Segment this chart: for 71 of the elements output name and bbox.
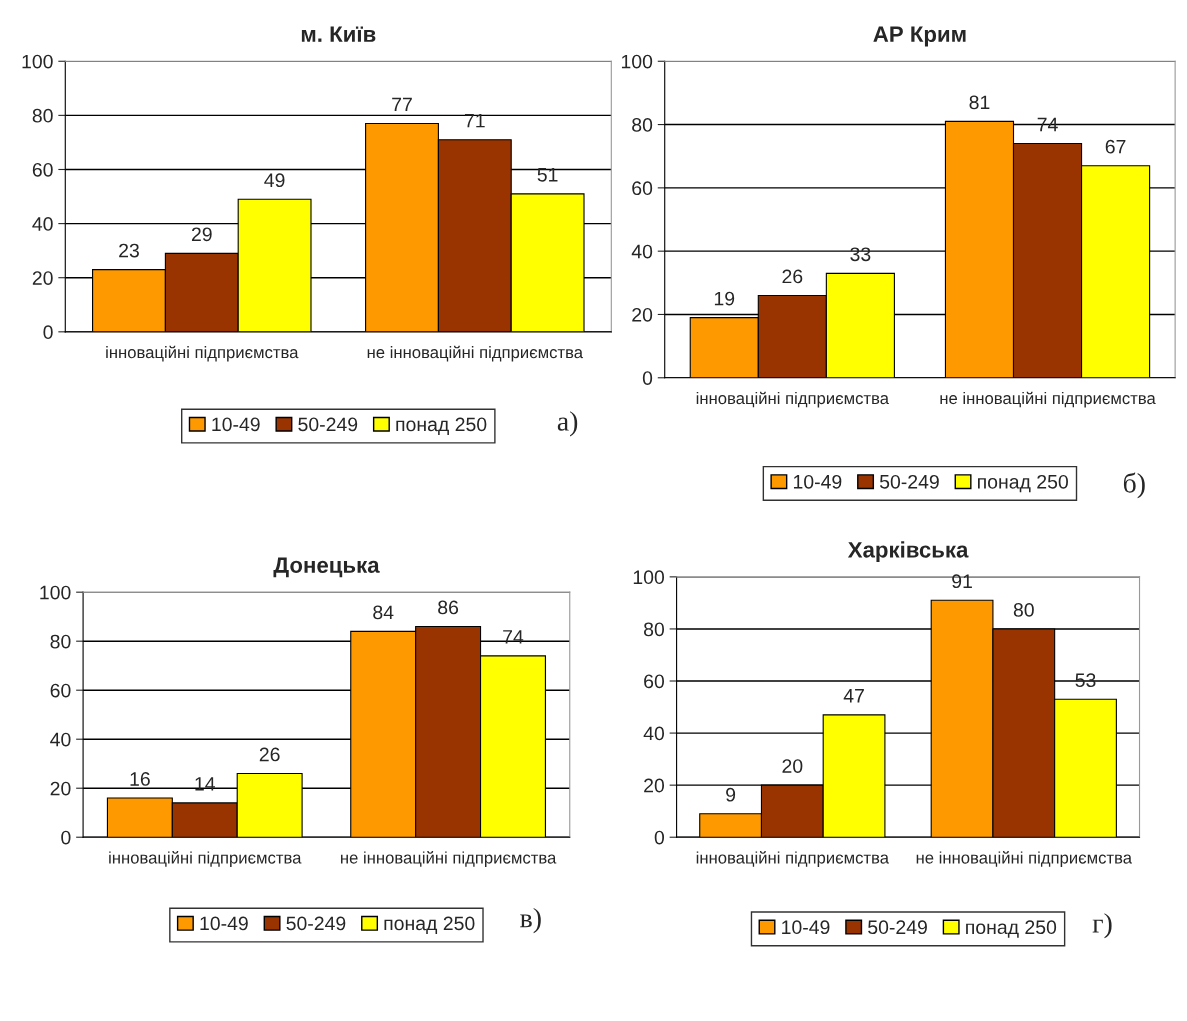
y-tick-label: 0 (61, 830, 71, 845)
data-label: 77 (392, 97, 412, 112)
y-tick-label: 80 (32, 108, 53, 123)
x-tick-label: інноваційні підприємства (696, 851, 889, 867)
data-label: 9 (726, 787, 736, 802)
x-tick-label: інноваційні підприємства (696, 391, 889, 408)
text: г) (1092, 913, 1112, 939)
text: б) (1123, 472, 1145, 499)
y-tick-label: 20 (50, 781, 71, 796)
y-tick-label: 80 (644, 622, 665, 637)
y-tick-label: 0 (654, 830, 665, 845)
data-label: 51 (537, 168, 558, 182)
data-label: 47 (843, 689, 864, 703)
y-tick-label: 60 (632, 181, 653, 196)
y-tick-label: 20 (644, 778, 665, 793)
data-label: 23 (119, 243, 139, 258)
y-tick-label: 100 (40, 585, 71, 600)
y-tick-label: 40 (631, 244, 653, 259)
data-label: 20 (782, 759, 803, 773)
data-label: 19 (714, 291, 735, 306)
legend-label: понад 250 (966, 920, 1057, 938)
x-tick-label: інноваційні підприємства (106, 345, 299, 362)
data-label: 49 (264, 173, 285, 188)
text: в) (520, 907, 541, 934)
data-label: 86 (438, 600, 459, 615)
legend-label: понад 250 (384, 916, 475, 934)
x-tick-label: не інноваційні підприємства (916, 851, 1133, 867)
y-tick-label: 0 (43, 325, 53, 340)
legend-label: 50-249 (879, 474, 939, 489)
chart-title: АР Крим (873, 26, 966, 47)
x-tick-label: не інноваційні підприємства (341, 851, 557, 867)
text: а) (557, 411, 578, 437)
y-tick-label: 40 (643, 726, 665, 741)
y-tick-label: 20 (632, 307, 653, 322)
legend-label: понад 250 (396, 417, 487, 435)
y-tick-label: 100 (633, 570, 665, 585)
data-label: 81 (969, 95, 990, 110)
x-tick-label: не інноваційні підприємства (367, 345, 584, 362)
y-tick-label: 60 (50, 683, 71, 698)
legend-label: 10-49 (782, 920, 830, 935)
data-label: 84 (373, 605, 394, 620)
y-tick-label: 20 (32, 271, 53, 285)
chart-title: Харківська (847, 541, 969, 563)
legend-label: 10-49 (200, 916, 248, 931)
legend-label: 50-249 (298, 417, 358, 432)
data-label: 29 (191, 227, 212, 242)
data-label: 26 (259, 747, 280, 762)
y-tick-label: 0 (642, 371, 653, 386)
y-tick-label: 80 (50, 634, 71, 649)
y-tick-label: 60 (644, 674, 665, 689)
x-tick-label: інноваційні підприємства (109, 851, 302, 867)
data-label: 67 (1105, 139, 1126, 154)
data-label: 71 (464, 113, 485, 128)
legend-label: 10-49 (212, 417, 260, 432)
chart-title: м. Київ (301, 26, 376, 42)
y-tick-label: 80 (632, 118, 653, 132)
data-label: 80 (1013, 602, 1034, 617)
y-tick-label: 40 (50, 732, 71, 747)
y-tick-label: 40 (32, 217, 53, 231)
legend-label: 50-249 (868, 920, 927, 935)
chart-title: Донецька (273, 557, 380, 578)
y-tick-label: 100 (22, 54, 53, 69)
legend-label: 50-249 (286, 916, 346, 931)
legend-label: 10-49 (793, 474, 842, 489)
x-tick-label: не інноваційні підприємства (940, 391, 1156, 408)
y-tick-label: 60 (32, 162, 53, 177)
y-tick-label: 100 (621, 54, 653, 69)
data-label: 16 (130, 772, 150, 786)
legend-label: понад 250 (978, 474, 1068, 493)
data-label: 26 (782, 269, 803, 284)
data-label: 91 (952, 574, 972, 589)
